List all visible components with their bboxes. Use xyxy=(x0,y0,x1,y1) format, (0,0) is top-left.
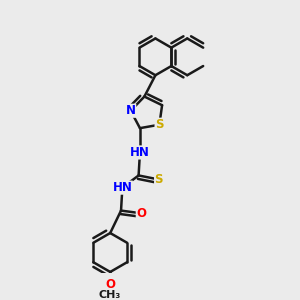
Text: S: S xyxy=(155,118,164,131)
Text: O: O xyxy=(136,207,146,220)
Text: CH₃: CH₃ xyxy=(98,290,121,300)
Text: O: O xyxy=(105,278,115,291)
Text: HN: HN xyxy=(112,181,132,194)
Text: S: S xyxy=(154,173,163,186)
Text: N: N xyxy=(126,104,136,117)
Text: HN: HN xyxy=(130,146,150,159)
